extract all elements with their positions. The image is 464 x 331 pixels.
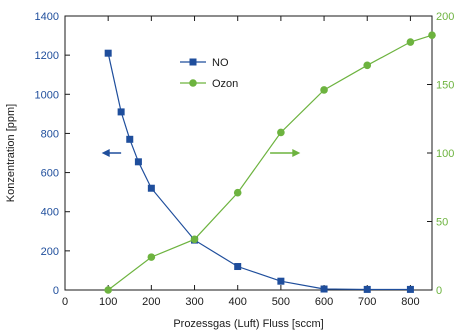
- arrow-head-right: [292, 149, 301, 157]
- y-tick-label: 600: [41, 168, 59, 180]
- y-tick-label: 1200: [35, 50, 59, 62]
- data-point-ozon: [406, 38, 415, 46]
- x-tick-label: 800: [401, 296, 419, 308]
- arrow-head-left: [101, 149, 110, 157]
- legend-label-ozon: Ozon: [212, 78, 238, 90]
- y-tick-label: 1400: [35, 11, 59, 23]
- y2-tick-label: 150: [436, 80, 454, 92]
- legend-marker-ozon: [189, 79, 197, 87]
- data-point-no: [277, 277, 285, 285]
- data-point-no: [134, 158, 142, 166]
- data-point-ozon: [233, 188, 242, 197]
- legend: NO Ozon: [180, 57, 238, 90]
- x-axis-title: Prozessgas (Luft) Fluss [sccm]: [173, 318, 323, 330]
- data-point-no: [234, 263, 242, 271]
- data-point-ozon: [428, 31, 436, 39]
- data-point-no: [320, 285, 328, 293]
- x-tick-label: 400: [229, 296, 247, 308]
- y2-tick-label: 50: [436, 217, 448, 229]
- y-tick-label: 1000: [35, 89, 59, 101]
- y2-tick-label: 0: [436, 285, 442, 297]
- x-tick-label: 300: [185, 296, 203, 308]
- x-tick-label: 100: [99, 296, 117, 308]
- y-tick-label: 200: [41, 246, 59, 258]
- legend-marker-no: [189, 58, 197, 66]
- y2-tick-label: 100: [436, 148, 454, 160]
- data-point-no: [126, 135, 134, 143]
- y2-tick-label: 200: [436, 11, 454, 23]
- y-axis-title: Konzentration [ppm]: [5, 104, 17, 202]
- data-point-ozon: [147, 253, 156, 261]
- series-line-ozon: [107, 34, 433, 291]
- y-tick-label: 800: [41, 128, 59, 140]
- data-point-ozon: [190, 235, 199, 244]
- x-tick-label: 500: [272, 296, 290, 308]
- data-point-ozon: [104, 286, 112, 294]
- data-point-ozon: [320, 86, 328, 94]
- data-point-no: [406, 285, 414, 293]
- annotations: [101, 149, 301, 157]
- data-point-no: [117, 108, 125, 116]
- ticks: 0 100 200 300 400 500 600 700 800020040060080010…: [35, 11, 455, 308]
- x-tick-label: 0: [62, 296, 68, 308]
- series-ozon: [104, 31, 436, 294]
- y-tick-label: 0: [53, 285, 59, 297]
- series-line-no: [107, 53, 411, 291]
- data-point-ozon: [363, 61, 372, 70]
- data-point-no: [147, 184, 155, 192]
- data-point-no: [363, 285, 371, 293]
- data-point-ozon: [277, 128, 285, 137]
- data-point-no: [104, 49, 112, 57]
- y-tick-label: 400: [41, 207, 59, 219]
- legend-label-no: NO: [212, 57, 229, 69]
- x-tick-label: 600: [315, 296, 333, 308]
- x-tick-label: 200: [142, 296, 160, 308]
- series-layer: [104, 31, 436, 294]
- x-tick-label: 700: [358, 296, 376, 308]
